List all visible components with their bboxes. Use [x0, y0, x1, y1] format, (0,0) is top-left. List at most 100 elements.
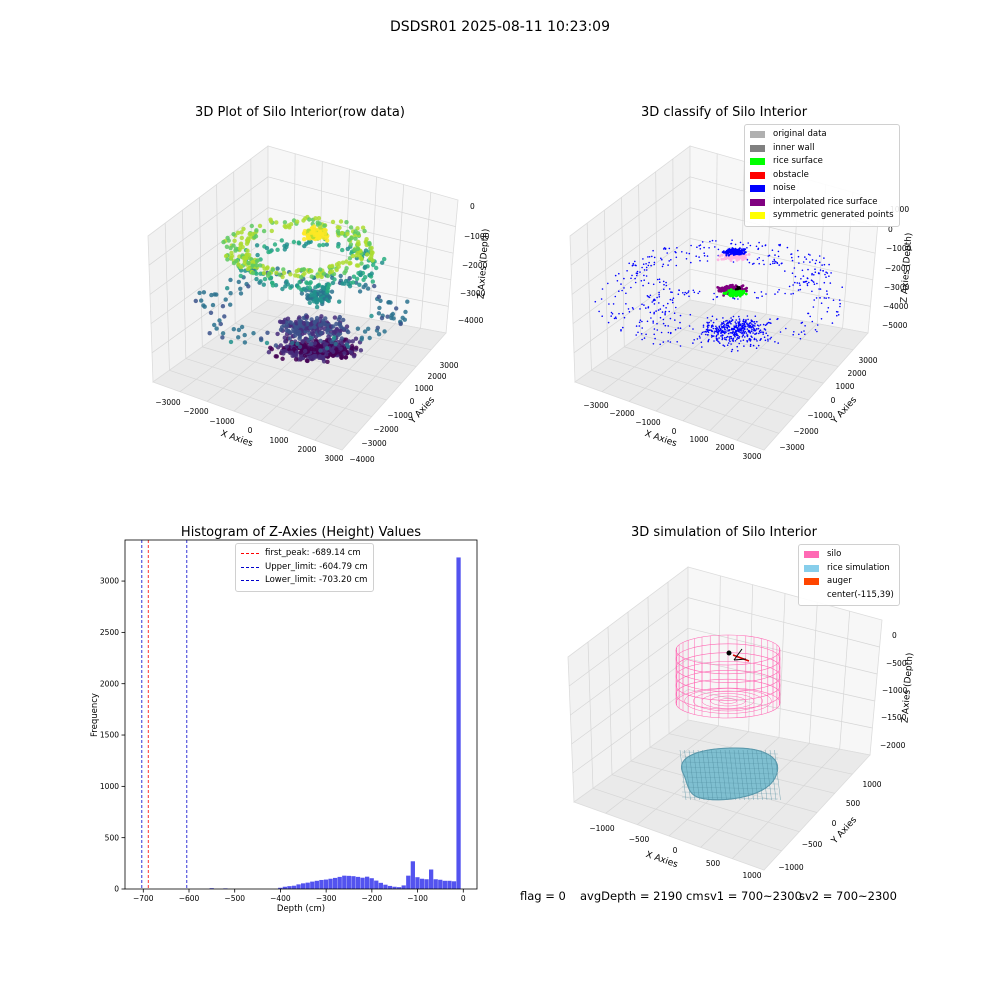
x-tick-label: 2000: [715, 443, 734, 452]
data-point: [329, 289, 335, 294]
data-point: [355, 246, 361, 252]
data-point: [772, 262, 774, 265]
x-tick-label: 2000: [297, 445, 316, 454]
panel-classify-title: 3D classify of Silo Interior: [641, 105, 808, 120]
data-point: [756, 258, 759, 261]
data-point: [634, 281, 637, 284]
histogram-ylabel: Frequency: [90, 693, 100, 737]
data-point: [737, 325, 740, 328]
data-point: [375, 325, 380, 330]
data-point: [737, 290, 740, 294]
legend-swatch: [750, 185, 765, 193]
data-point: [698, 335, 701, 338]
data-point: [645, 333, 647, 336]
data-point: [719, 342, 721, 345]
panel-raw-x-ticks: −3000 −2000 −1000 0 1000 2000 3000: [155, 398, 343, 463]
data-point: [803, 330, 805, 332]
silo-wireframe: [675, 634, 781, 719]
data-point: [322, 227, 327, 233]
data-point: [707, 324, 710, 327]
data-point: [234, 258, 239, 264]
data-point: [776, 261, 778, 264]
data-point: [723, 332, 726, 335]
data-point: [274, 270, 279, 275]
data-point: [722, 250, 725, 253]
data-point: [674, 328, 677, 331]
data-point: [226, 238, 231, 243]
data-point: [754, 315, 757, 318]
data-point: [762, 259, 764, 262]
y-tick-label: 3000: [858, 356, 877, 365]
data-point: [744, 325, 747, 328]
data-point: [758, 325, 760, 327]
data-point: [663, 288, 665, 291]
x-tick-label: −1000: [589, 824, 615, 833]
data-point: [632, 308, 635, 310]
data-point: [217, 318, 222, 323]
data-point: [687, 291, 689, 294]
data-point: [728, 249, 731, 252]
data-point: [747, 242, 749, 244]
data-point: [732, 331, 735, 333]
data-point: [713, 292, 715, 295]
data-point: [687, 290, 690, 292]
data-point: [825, 271, 827, 274]
data-point: [313, 216, 318, 221]
data-point: [641, 338, 643, 341]
data-point: [828, 275, 830, 278]
data-point: [814, 262, 817, 265]
data-point: [813, 299, 815, 301]
data-point: [836, 314, 838, 317]
data-point: [324, 346, 330, 351]
data-point: [719, 329, 721, 332]
data-point: [309, 274, 314, 279]
data-point: [645, 307, 647, 309]
data-point: [338, 273, 343, 279]
data-point: [814, 271, 817, 274]
data-point: [630, 286, 632, 289]
legend-swatch: [804, 592, 819, 599]
data-point: [663, 247, 666, 249]
data-point: [652, 322, 654, 324]
data-point: [758, 262, 760, 265]
data-point: [641, 303, 643, 306]
data-point: [741, 329, 743, 331]
data-point: [255, 252, 260, 258]
data-point: [636, 272, 639, 275]
data-point: [718, 254, 722, 258]
data-point: [245, 248, 250, 253]
data-point: [356, 231, 361, 236]
data-point: [738, 249, 741, 252]
data-point: [318, 267, 323, 272]
y-tick-label: 2000: [100, 679, 119, 688]
data-point: [293, 357, 299, 362]
data-point: [736, 345, 738, 348]
data-point: [811, 273, 813, 276]
data-point: [750, 323, 753, 325]
data-point: [238, 286, 243, 291]
histogram-bar: [410, 861, 415, 889]
y-tick-label: 1000: [835, 382, 854, 391]
data-point: [682, 292, 684, 294]
data-point: [632, 264, 634, 267]
data-point: [699, 248, 702, 250]
data-point: [792, 333, 794, 336]
data-point: [723, 320, 725, 323]
data-point: [332, 315, 338, 320]
data-point: [676, 341, 678, 343]
data-point: [777, 342, 779, 344]
histogram-bar: [387, 885, 393, 889]
data-point: [729, 320, 731, 323]
x-tick-label: 1000: [742, 871, 761, 880]
y-tick-label: 2500: [100, 628, 119, 637]
data-point: [742, 324, 744, 327]
data-point: [652, 299, 655, 302]
data-point: [748, 339, 750, 341]
histogram-bar: [301, 883, 306, 889]
data-point: [711, 334, 713, 337]
data-point: [328, 352, 333, 357]
data-point: [641, 320, 643, 323]
data-point: [735, 319, 737, 321]
data-point: [730, 337, 733, 340]
data-point: [811, 259, 814, 261]
